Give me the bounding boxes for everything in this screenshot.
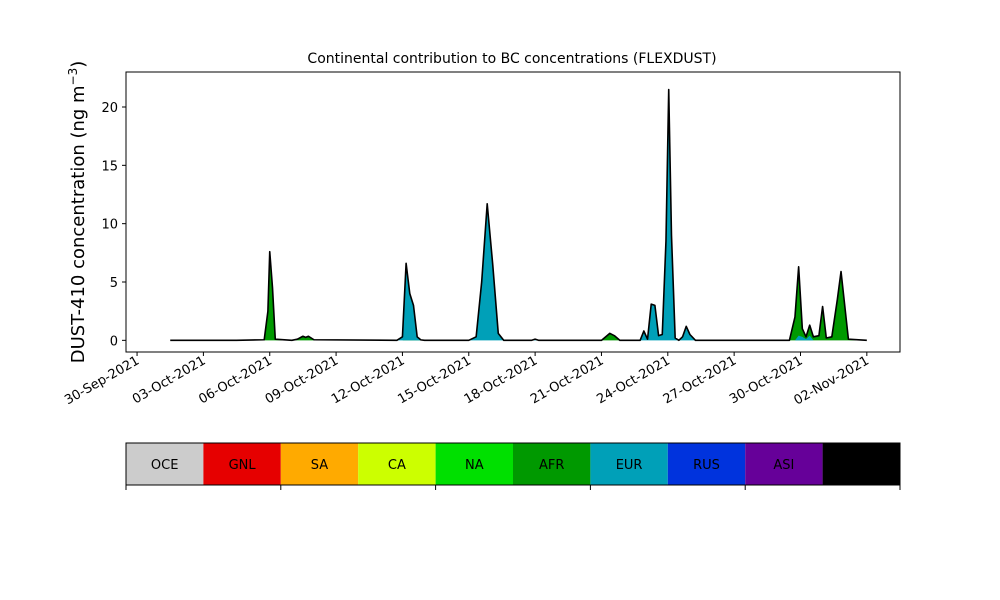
chart-title: Continental contribution to BC concentra… <box>307 51 716 67</box>
legend-label: NA <box>465 458 484 473</box>
legend-label: ASI <box>773 458 794 473</box>
area-series-afr <box>170 251 867 341</box>
legend-label: SA <box>311 458 328 473</box>
legend-swatch-eur <box>590 443 668 485</box>
y-tick-label: 10 <box>101 218 118 233</box>
legend-swatch-rus <box>667 443 746 485</box>
x-tick-label: 09-Oct-2021 <box>263 353 341 407</box>
x-tick-label: 15-Oct-2021 <box>395 353 473 407</box>
y-axis-label-close: ) <box>68 61 89 68</box>
y-tick-label: 0 <box>110 334 118 349</box>
x-tick-label: 24-Oct-2021 <box>594 353 672 407</box>
legend-label: EUR <box>616 458 643 473</box>
x-tick-label: 27-Oct-2021 <box>661 353 739 407</box>
legend-frame <box>125 442 901 486</box>
legend-label: GNL <box>229 458 257 473</box>
legend-label: CA <box>388 458 406 473</box>
legend-swatch-asi <box>745 443 823 485</box>
legend-swatch-afr <box>513 443 591 485</box>
area-series-eur <box>170 89 867 341</box>
x-tick-label: 21-Oct-2021 <box>528 353 606 407</box>
y-axis-label-main: DUST-410 concentration (ng m <box>68 85 89 363</box>
y-tick-label: 5 <box>110 276 118 291</box>
x-tick-label: 02-Nov-2021 <box>792 353 872 408</box>
legend-label: AUS <box>848 458 875 473</box>
x-tick-label: 06-Oct-2021 <box>196 353 274 407</box>
x-tick-label: 18-Oct-2021 <box>462 353 540 407</box>
legend-swatch-gnl <box>203 443 281 485</box>
y-tick-label: 20 <box>101 101 118 116</box>
legend-swatch-ca <box>358 443 436 485</box>
legend-swatch-aus <box>822 443 900 485</box>
legend-swatch-na <box>435 443 513 485</box>
total-outline <box>170 88 867 342</box>
axes-frame <box>125 71 901 353</box>
legend-swatch-oce <box>126 443 204 485</box>
legend-label: RUS <box>693 458 720 473</box>
legend: OCE GNL SA CA NA AFR EUR RUS ASI AUS <box>125 442 901 490</box>
y-axis-label-superscript: −3 <box>66 68 80 86</box>
legend-swatch-sa <box>280 443 359 485</box>
x-tick-label: 12-Oct-2021 <box>329 353 407 407</box>
y-axis-label: DUST-410 concentration (ng m−3) <box>66 61 89 364</box>
legend-label: AFR <box>539 458 564 473</box>
x-axis: 30-Sep-202103-Oct-202106-Oct-202109-Oct-… <box>62 352 872 408</box>
y-axis: 0 5 10 15 20 <box>101 101 126 349</box>
x-tick-label: 03-Oct-2021 <box>130 353 208 407</box>
plot-area <box>170 88 867 342</box>
legend-label: OCE <box>151 458 179 473</box>
y-tick-label: 15 <box>101 159 118 174</box>
